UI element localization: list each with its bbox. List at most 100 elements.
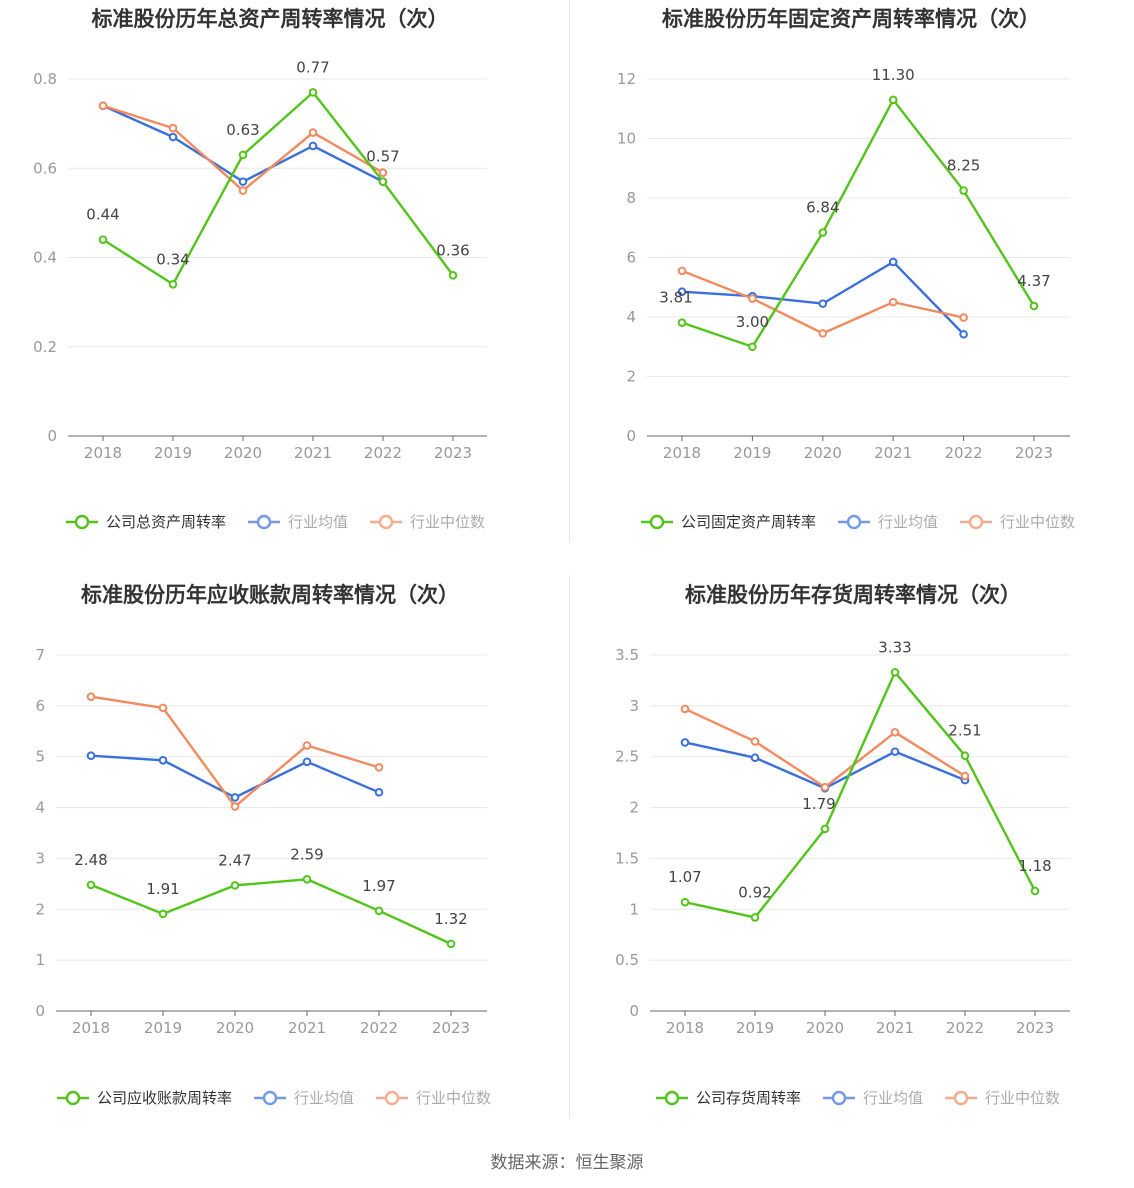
- legend-marker: [378, 514, 394, 530]
- data-point-avg: [888, 257, 898, 267]
- x-tick-label: 2019: [144, 1019, 182, 1037]
- legend-item-median: 行业中位数: [376, 1089, 491, 1107]
- y-tick-label: 1: [629, 900, 639, 918]
- data-point-median: [308, 128, 318, 137]
- data-point-median: [677, 266, 687, 276]
- data-point-median: [820, 782, 830, 792]
- legend-item-median: 行业中位数: [945, 1089, 1060, 1107]
- data-point-company: [820, 824, 830, 834]
- legend-label: 行业中位数: [416, 1089, 491, 1107]
- legend-marker: [65, 1090, 81, 1106]
- x-tick-label: 2020: [804, 444, 842, 462]
- data-label: 0.63: [226, 121, 259, 139]
- data-label: 1.97: [362, 877, 395, 895]
- legend-item-avg: 行业均值: [254, 1089, 354, 1107]
- legend-item-company: 公司存货周转率: [656, 1089, 801, 1107]
- x-tick-label: 2018: [663, 444, 701, 462]
- data-point-median: [680, 704, 690, 714]
- y-tick-label: 2: [629, 799, 639, 817]
- legend-marker: [262, 1090, 278, 1106]
- y-tick-label: 3.5: [615, 646, 639, 664]
- x-tick-label: 2020: [216, 1019, 254, 1037]
- x-tick-label: 2018: [84, 444, 122, 462]
- data-point-company: [448, 271, 458, 280]
- y-tick-label: 8: [626, 189, 636, 207]
- x-tick-label: 2022: [946, 1019, 984, 1037]
- x-tick-label: 2023: [434, 444, 472, 462]
- data-label: 0.57: [366, 148, 399, 166]
- legend-label: 公司存货周转率: [696, 1089, 801, 1107]
- x-tick-label: 2018: [72, 1019, 110, 1037]
- legend-label: 公司总资产周转率: [106, 513, 226, 531]
- chart-title: 标准股份历年固定资产周转率情况（次）: [662, 7, 1040, 31]
- data-label: 0.36: [436, 241, 469, 259]
- data-point-company: [98, 235, 108, 244]
- legend-label: 行业中位数: [410, 513, 485, 531]
- legend-marker: [846, 514, 862, 530]
- y-tick-label: 2.5: [615, 748, 639, 766]
- data-point-median: [230, 802, 240, 811]
- x-tick-label: 2021: [288, 1019, 326, 1037]
- data-point-avg: [680, 738, 690, 747]
- series-line-company: [102, 91, 454, 286]
- legend-item-median: 行业中位数: [370, 513, 485, 531]
- legend-label: 行业中位数: [985, 1089, 1060, 1107]
- series-line-avg: [102, 104, 384, 183]
- data-point-avg: [168, 132, 178, 142]
- y-tick-label: 0.8: [33, 70, 57, 88]
- data-point-avg: [158, 755, 168, 765]
- data-point-avg: [750, 753, 760, 763]
- legend-item-median: 行业中位数: [960, 513, 1075, 531]
- y-tick-label: 6: [35, 697, 45, 715]
- y-tick-label: 5: [35, 748, 45, 766]
- y-tick-label: 3: [629, 697, 639, 715]
- y-tick-label: 1.5: [615, 849, 639, 867]
- y-tick-label: 7: [35, 646, 45, 664]
- chart-title: 标准股份历年应收账款周转率情况（次）: [81, 583, 459, 607]
- data-point-median: [959, 313, 968, 322]
- series-line-median: [684, 707, 966, 789]
- legend-label: 行业均值: [863, 1089, 923, 1107]
- x-tick-label: 2021: [876, 1019, 914, 1037]
- data-point-median: [818, 329, 828, 338]
- data-point-avg: [302, 757, 312, 767]
- data-point-company: [86, 880, 96, 890]
- legend-item-company: 公司应收账款周转率: [57, 1089, 232, 1107]
- y-tick-label: 0.5: [615, 951, 639, 969]
- chart-panel-3: 标准股份历年应收账款周转率情况（次） 0 1 2 3 4 5 6 7 2018 2019 2020 20…: [35, 583, 491, 1107]
- y-tick-label: 4: [626, 308, 636, 326]
- data-point-company: [677, 318, 687, 327]
- vertical-divider-top: [569, 0, 570, 542]
- data-point-median: [98, 101, 108, 111]
- legend-marker: [649, 514, 665, 530]
- legend-marker: [968, 514, 984, 530]
- chart-panel-2: 标准股份历年固定资产周转率情况（次） 0 2 4 6 8 10 12 2018 2019 2020 2…: [617, 7, 1075, 531]
- legend-marker: [831, 1090, 847, 1106]
- data-point-company: [888, 95, 898, 105]
- data-point-company: [818, 228, 828, 237]
- data-label: 1.07: [668, 868, 701, 886]
- y-tick-label: 0: [626, 427, 636, 445]
- data-label: 2.59: [290, 845, 323, 863]
- legend-marker: [384, 1090, 400, 1106]
- y-tick-label: 2: [35, 900, 45, 918]
- x-tick-label: 2023: [1015, 444, 1053, 462]
- data-point-median: [890, 728, 900, 737]
- x-tick-label: 2023: [432, 1019, 470, 1037]
- x-tick-label: 2021: [874, 444, 912, 462]
- data-label: 0.34: [156, 250, 189, 268]
- legend-label: 行业中位数: [1000, 513, 1075, 531]
- data-point-company: [446, 939, 456, 949]
- legend-marker: [664, 1090, 680, 1106]
- x-tick-label: 2022: [360, 1019, 398, 1037]
- data-label: 0.44: [86, 206, 119, 224]
- data-label: 0.77: [296, 58, 329, 76]
- data-point-avg: [959, 329, 968, 339]
- data-label: 3.81: [659, 289, 692, 307]
- data-point-company: [238, 150, 248, 160]
- chart-title: 标准股份历年总资产周转率情况（次）: [92, 7, 449, 31]
- series-line-company: [681, 98, 1036, 348]
- y-tick-label: 0: [35, 1002, 45, 1020]
- x-tick-label: 2019: [154, 444, 192, 462]
